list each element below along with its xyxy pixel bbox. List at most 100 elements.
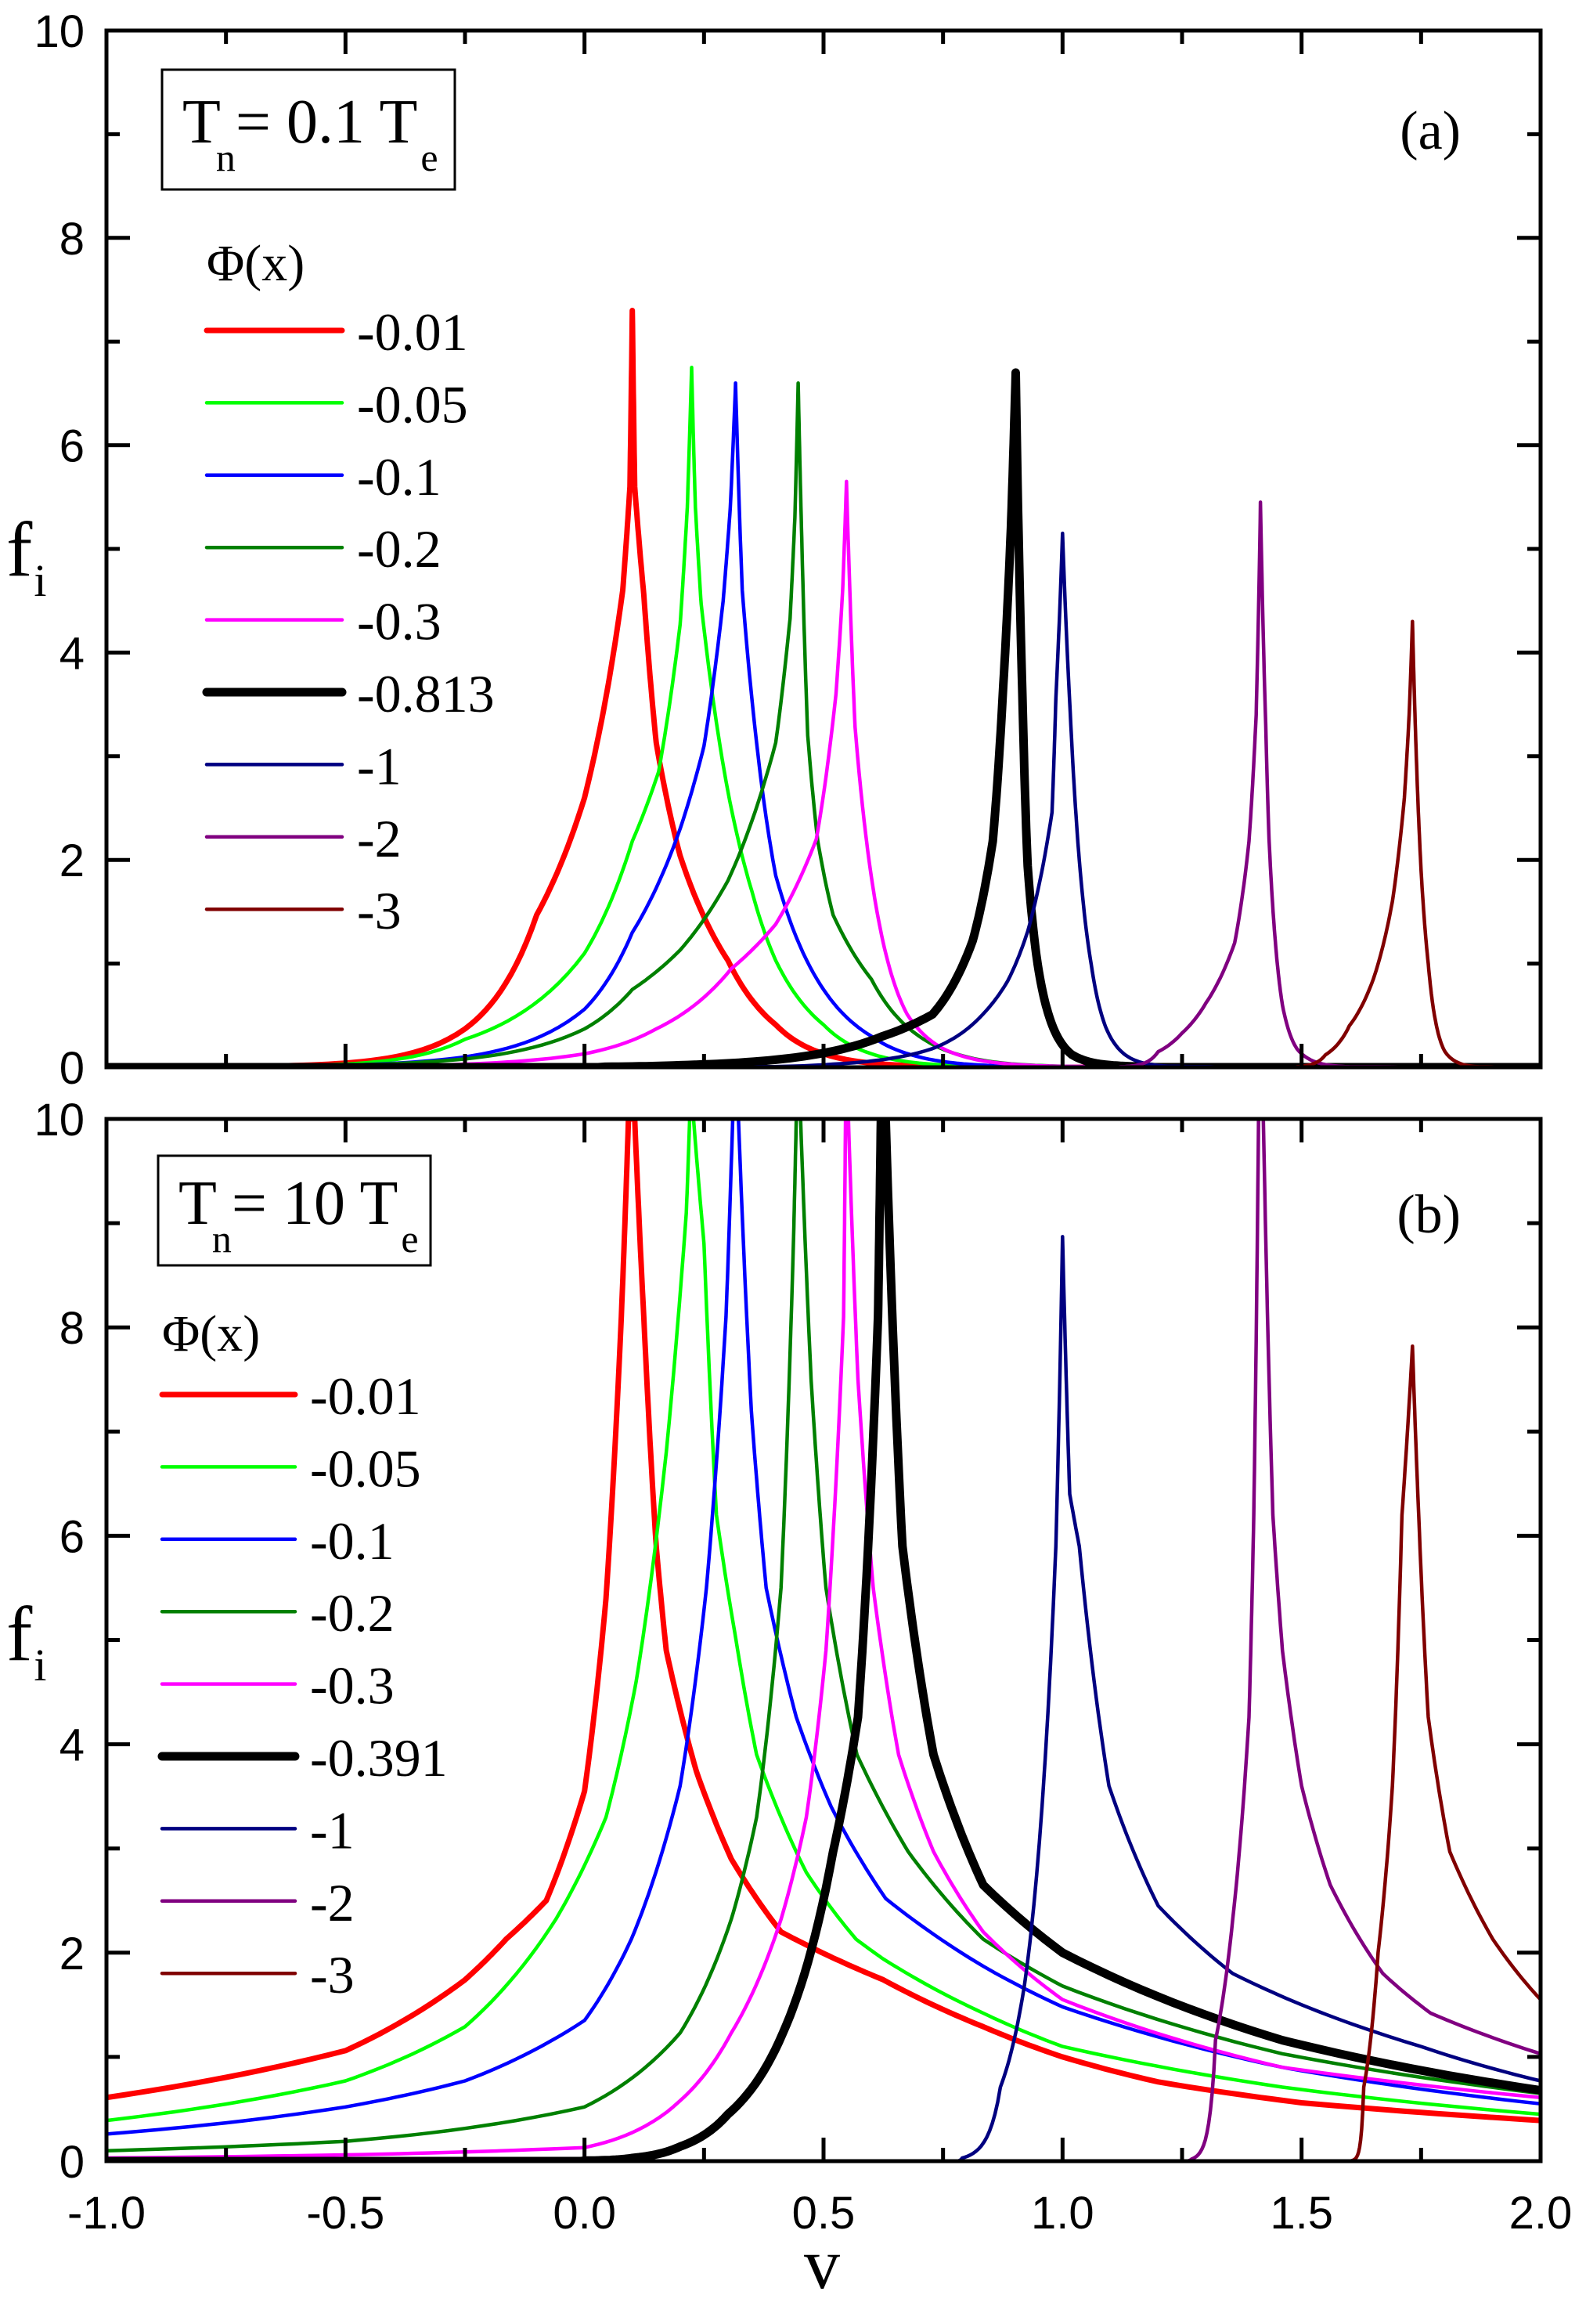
legend-item: -0.01	[159, 1366, 421, 1426]
x-tick-label: 1.0	[1031, 2188, 1094, 2239]
annotation-t2: = 10 T	[232, 1169, 398, 1238]
legend-label: -1	[310, 1800, 355, 1860]
x-tick-label: -1.0	[67, 2188, 146, 2239]
legend-label: -0.3	[310, 1656, 395, 1716]
annotation-box	[157, 1154, 432, 1267]
annotation-s2: e	[420, 135, 438, 179]
legend-title: Φ(x)	[207, 235, 305, 292]
legend-label: -0.2	[310, 1583, 395, 1643]
y-axis-label-sub: i	[34, 1640, 46, 1691]
legend-label: -0.01	[357, 302, 468, 362]
panel-b: 0 2 4 6 8 10 -1.0 -0.5 0.0 0.5 1.0 1.5 2.0 fi v (b) T n= …	[6, 1095, 1572, 2304]
y-tick-label: 2	[59, 835, 85, 886]
series-line--0.05	[106, 366, 1541, 1067]
y-axis-label: fi	[6, 506, 46, 606]
series-line--0.3	[106, 1119, 1541, 2160]
annotation-s1: n	[216, 135, 236, 179]
y-tick-label: 4	[59, 628, 85, 679]
legend-title: Φ(x)	[162, 1305, 260, 1362]
series-line--3	[106, 1344, 1541, 2161]
series-line--0.391	[106, 1119, 1541, 2161]
y-axis-label-sub: i	[34, 555, 46, 606]
legend-item: -0.391	[157, 1728, 448, 1788]
annotation-box	[160, 68, 456, 191]
legend-label: -3	[310, 1945, 355, 2005]
legend-label: -2	[357, 809, 402, 868]
legend-item: -3	[204, 881, 402, 940]
legend-label: -0.391	[310, 1728, 448, 1788]
series-line--3	[106, 619, 1541, 1067]
y-tick-label: 8	[59, 214, 85, 265]
y-tick-label: 0	[59, 2137, 85, 2188]
legend-label: -0.05	[310, 1438, 421, 1498]
legend-item: -2	[204, 809, 402, 868]
y-tick-label: 8	[59, 1303, 85, 1354]
legend-item: -1	[204, 736, 402, 796]
legend-label: -3	[357, 881, 402, 940]
series-line--0.1	[106, 1119, 1541, 2136]
legend-label: -2	[310, 1873, 355, 1932]
legend-item: -0.1	[204, 447, 442, 507]
series-line--0.05	[106, 1119, 1541, 2123]
panel-a: 0 2 4 6 8 10 fi (a) T n= 0.1 Te Φ(x) -0.01 -0.05 -0.1…	[6, 6, 1543, 1094]
legend-label: -0.813	[357, 664, 495, 724]
ticks	[104, 1117, 1543, 2163]
legend: Φ(x) -0.01 -0.05 -0.1 -0.2 -0.3 -0.813 -1 -2 -3	[202, 235, 495, 940]
legend-item: -2	[160, 1873, 355, 1932]
series-line--1	[106, 1235, 1541, 2161]
y-tick-label: 4	[59, 1720, 85, 1771]
y-tick-label: 10	[34, 6, 85, 57]
legend-item: -0.2	[204, 519, 442, 579]
legend-item: -0.01	[204, 302, 468, 362]
legend-label: -0.3	[357, 592, 442, 651]
y-tick-label: 0	[59, 1043, 85, 1094]
legend-label: -1	[357, 736, 402, 796]
y-tick-label: 10	[34, 1095, 85, 1146]
y-tick-label: 6	[59, 421, 85, 472]
x-tick-label: 1.5	[1270, 2188, 1333, 2239]
series-line--0.2	[106, 381, 1541, 1067]
y-axis-label-main: f	[6, 1590, 33, 1677]
x-axis-label: v	[804, 2224, 840, 2304]
series-group	[106, 1119, 1541, 2161]
legend-label: -0.2	[357, 519, 442, 579]
series-line--0.1	[106, 381, 1541, 1067]
panel-label: (a)	[1400, 101, 1461, 161]
y-tick-label: 6	[59, 1511, 85, 1562]
legend-item: -0.2	[160, 1583, 395, 1643]
series-line--0.2	[106, 1119, 1541, 2153]
annotation-t1: T	[182, 88, 221, 157]
series-line--1	[106, 531, 1541, 1067]
legend-item: -0.813	[202, 664, 495, 724]
series-line--0.813	[106, 368, 1541, 1067]
series-line--0.3	[106, 479, 1541, 1067]
x-tick-label: -0.5	[306, 2188, 384, 2239]
legend-label: -0.05	[357, 374, 468, 434]
y-axis-label: fi	[6, 1590, 46, 1691]
legend-item: -0.3	[204, 592, 442, 651]
annotation-t1: T	[178, 1169, 217, 1238]
legend-item: -0.05	[160, 1438, 421, 1498]
annotation-t2: = 0.1 T	[236, 88, 418, 157]
x-tick-label: 0.0	[553, 2188, 616, 2239]
legend-label: -0.1	[357, 447, 442, 507]
x-tick-label: 2.0	[1509, 2188, 1573, 2239]
panel-label: (b)	[1397, 1185, 1461, 1245]
legend-item: -0.3	[160, 1656, 395, 1716]
series-line--2	[106, 1119, 1541, 2161]
legend-item: -0.1	[160, 1511, 395, 1571]
legend-item: -3	[160, 1945, 355, 2005]
annotation-s2: e	[401, 1217, 418, 1261]
legend-item: -0.05	[204, 374, 468, 434]
legend-label: -0.1	[310, 1511, 395, 1571]
x-tick-label: 0.5	[792, 2188, 856, 2239]
y-tick-label: 2	[59, 1929, 85, 1979]
series-group	[106, 308, 1541, 1067]
legend: Φ(x) -0.01 -0.05 -0.1 -0.2 -0.3 -0.391 -1 -2 -3	[157, 1305, 448, 2005]
y-axis-label-main: f	[6, 506, 33, 593]
legend-label: -0.01	[310, 1366, 421, 1426]
legend-item: -1	[160, 1800, 355, 1860]
